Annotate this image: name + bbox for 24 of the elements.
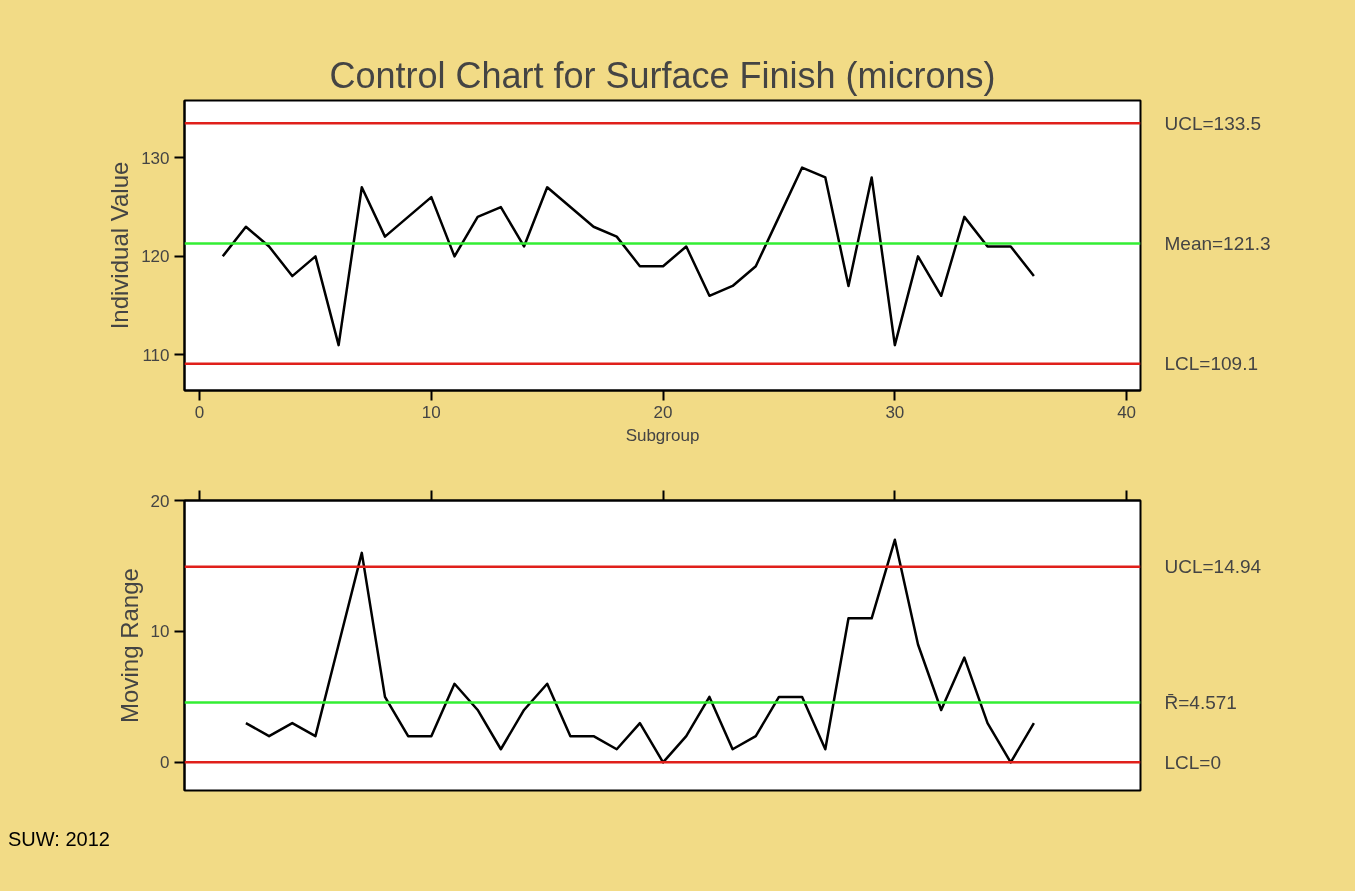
x-tick-label: 30 (885, 402, 905, 422)
y-tick-label: 120 (141, 247, 170, 267)
y-tick-label: 20 (150, 491, 170, 511)
x-tick-label: 40 (1117, 402, 1137, 422)
x-tick-label: 0 (194, 402, 205, 422)
y-axis-title: Moving Range (115, 568, 143, 723)
ref-line-label: UCL=14.94 (1164, 556, 1262, 578)
chart-title: Control Chart for Surface Finish (microns) (329, 54, 996, 96)
x-axis-title: Subgroup (625, 425, 700, 445)
ref-line-label: LCL=0 (1164, 751, 1222, 773)
line-series (244, 538, 1036, 764)
y-tick-label: 130 (141, 148, 170, 168)
y-axis-title: Individual Value (106, 161, 134, 330)
x-tick-label: 10 (421, 402, 441, 422)
text: SUW: 2012 (8, 827, 110, 852)
x-tick-label: 20 (653, 402, 673, 422)
y-tick-label: 10 (150, 622, 170, 642)
line-series (221, 166, 1036, 347)
ref-line-label: LCL=109.1 (1164, 353, 1258, 375)
ref-line-label: Mean=121.3 (1164, 233, 1271, 255)
ref-line-label: R̄=4.571 (1164, 692, 1237, 713)
y-tick-label: 110 (142, 345, 170, 365)
ref-line-label: UCL=133.5 (1164, 112, 1262, 134)
y-tick-label: 0 (160, 753, 170, 773)
